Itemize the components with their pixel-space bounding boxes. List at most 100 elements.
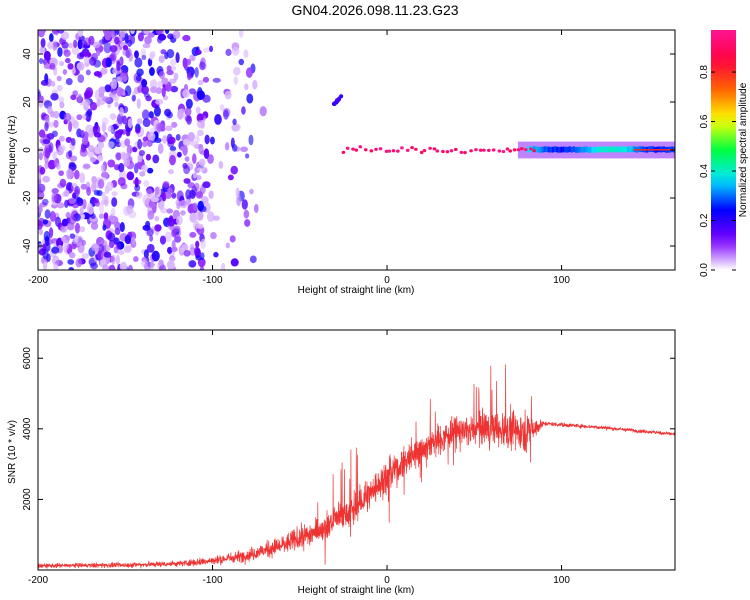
- signal-cell: [215, 0, 222, 4]
- signal-cell: [518, 0, 523, 3]
- signal-cell: [168, 0, 175, 3]
- signal-cell: [498, 0, 505, 2]
- signal-cell: [269, 0, 276, 2]
- signal-cell: [192, 0, 198, 3]
- signal-cell: [265, 0, 271, 2]
- signal-cell: [187, 0, 192, 3]
- signal-cell: [483, 0, 490, 4]
- noise-cell: [53, 110, 59, 119]
- signal-cell: [291, 0, 297, 2]
- signal-cell: [185, 0, 190, 3]
- signal-cell: [200, 0, 205, 2]
- signal-cell: [507, 0, 513, 4]
- signal-cell: [335, 0, 341, 2]
- signal-cell: [505, 0, 510, 2]
- signal-cell: [299, 0, 304, 4]
- signal-cell: [324, 0, 330, 4]
- noise-cell: [173, 72, 179, 81]
- signal-cell: [499, 0, 505, 3]
- signal-cell: [495, 0, 500, 3]
- signal-cell: [136, 0, 141, 3]
- signal-cell: [336, 0, 341, 3]
- signal-cell: [448, 0, 455, 4]
- signal-cell: [279, 0, 283, 3]
- signal-cell: [536, 0, 543, 2]
- core-cell: [532, 149, 536, 153]
- signal-cell: [138, 0, 144, 4]
- signal-cell: [273, 0, 279, 3]
- signal-cell: [296, 0, 302, 2]
- signal-cell: [175, 0, 180, 3]
- signal-cell: [190, 0, 196, 3]
- signal-cell: [209, 0, 215, 3]
- signal-cell: [170, 0, 177, 2]
- signal-cell: [488, 0, 493, 2]
- signal-cell: [372, 0, 378, 3]
- signal-cell: [215, 0, 221, 2]
- noise-cell: [69, 155, 78, 162]
- signal-cell: [202, 0, 208, 2]
- noise-cell: [241, 199, 248, 210]
- signal-cell: [526, 0, 532, 3]
- signal-cell: [317, 0, 324, 2]
- noise-cell: [156, 122, 163, 132]
- signal-cell: [432, 0, 437, 3]
- signal-cell: [378, 0, 383, 4]
- signal-cell: [183, 0, 188, 3]
- tail-cell: [532, 146, 536, 153]
- noise-cell: [72, 39, 78, 49]
- tail-cell: [581, 146, 584, 153]
- core-cell: [374, 147, 378, 151]
- signal-cell: [273, 0, 280, 3]
- signal-cell: [228, 0, 233, 4]
- signal-cell: [499, 0, 504, 2]
- noise-cell: [202, 76, 210, 83]
- signal-cell: [267, 0, 271, 3]
- signal-cell: [386, 0, 392, 3]
- signal-cell: [393, 0, 399, 3]
- signal-cell: [461, 0, 467, 2]
- signal-cell: [161, 0, 168, 3]
- signal-cell: [207, 0, 214, 3]
- signal-cell: [392, 0, 397, 2]
- signal-cell: [243, 0, 250, 3]
- signal-cell: [502, 0, 508, 3]
- signal-cell: [463, 0, 468, 4]
- signal-cell: [186, 0, 193, 3]
- signal-cell: [130, 0, 136, 4]
- signal-cell: [146, 0, 153, 3]
- signal-cell: [526, 0, 533, 3]
- signal-cell: [141, 0, 147, 2]
- noise-cell: [119, 261, 128, 270]
- noise-cell: [108, 239, 115, 249]
- noise-cell: [102, 96, 111, 102]
- signal-cell: [201, 0, 205, 2]
- signal-cell: [451, 0, 458, 2]
- signal-cell: [393, 0, 398, 4]
- signal-cell: [194, 0, 199, 3]
- signal-cell: [336, 0, 343, 3]
- signal-cell: [401, 0, 406, 3]
- signal-cell: [337, 0, 344, 2]
- signal-cell: [500, 0, 506, 3]
- signal-cell: [251, 0, 258, 2]
- noise-cell: [189, 54, 195, 62]
- signal-cell: [489, 0, 493, 3]
- signal-cell: [123, 0, 129, 2]
- signal-cell: [500, 0, 505, 3]
- signal-cell: [482, 0, 487, 3]
- signal-cell: [132, 0, 137, 3]
- tail-cell: [618, 146, 622, 153]
- noise-cell: [199, 61, 206, 71]
- signal-cell: [279, 0, 285, 3]
- noise-cell: [107, 159, 116, 168]
- signal-cell: [147, 0, 154, 3]
- signal-cell: [438, 0, 445, 4]
- signal-cell: [520, 0, 525, 2]
- signal-cell: [275, 0, 281, 3]
- noise-cell: [195, 106, 201, 114]
- noise-cell: [68, 150, 73, 158]
- signal-cell: [476, 0, 480, 3]
- noise-cell: [137, 138, 143, 150]
- signal-cell: [414, 0, 419, 2]
